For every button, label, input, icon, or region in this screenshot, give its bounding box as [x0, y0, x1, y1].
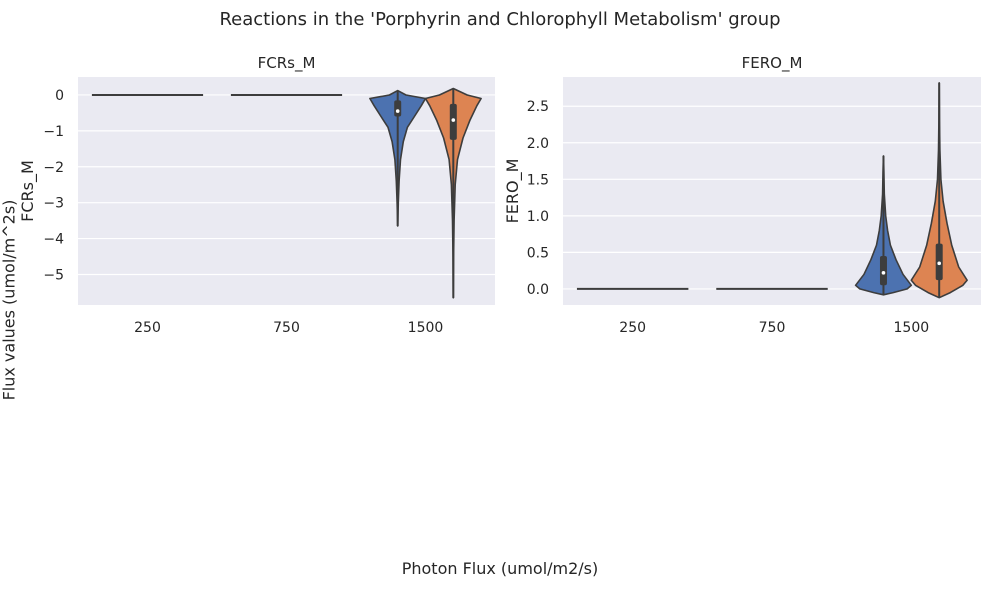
- plot-area: [78, 77, 495, 305]
- y-axis-label: FCRs_M: [18, 160, 38, 222]
- subplot-1: 0 −1 −2 −3 −4 −5 250 750 1500 FCRs_M FCRs_M: [18, 54, 495, 336]
- subplot-2: 0.0 0.5 1.0 1.5 2.0 2.5 250 750 1500 FERO_M FERO_M: [503, 54, 981, 336]
- subplot-title: FERO_M: [742, 54, 803, 73]
- figure-x-label: Photon Flux (umol/m2/s): [401, 559, 599, 578]
- y-tick-label: 2.0: [527, 136, 549, 152]
- x-tick-label: 1500: [894, 320, 930, 336]
- y-tick-label: 0.5: [527, 245, 549, 261]
- y-tick-label: 1.5: [527, 172, 549, 188]
- subplot-title: FCRs_M: [258, 54, 316, 73]
- violin-median-point: [937, 261, 941, 266]
- y-tick-label: −2: [43, 160, 64, 176]
- y-tick-label: −1: [43, 124, 64, 140]
- y-tick-label: 1.0: [527, 209, 549, 225]
- x-tick-label: 250: [134, 320, 161, 336]
- violin-median-point: [395, 109, 400, 113]
- y-tick-label: −5: [43, 267, 64, 283]
- x-tick-label: 750: [759, 320, 786, 336]
- y-tick-label: 2.5: [527, 99, 549, 115]
- x-tick-label: 750: [273, 320, 300, 336]
- figure-title: Reactions in the 'Porphyrin and Chloroph…: [219, 9, 781, 30]
- violin-median-point: [881, 271, 886, 275]
- y-tick-label: 0: [55, 88, 64, 104]
- y-tick-label: −3: [43, 196, 64, 212]
- y-axis-label: FERO_M: [503, 159, 523, 224]
- x-tick-label: 250: [619, 320, 646, 336]
- x-tick-label: 1500: [408, 320, 444, 336]
- violin-iqr-box: [879, 256, 887, 286]
- y-tick-label: 0.0: [527, 282, 549, 298]
- violin-iqr-box: [394, 100, 402, 117]
- violin-median-point: [451, 118, 456, 122]
- plot-area: [563, 77, 981, 305]
- y-tick-label: −4: [43, 232, 64, 248]
